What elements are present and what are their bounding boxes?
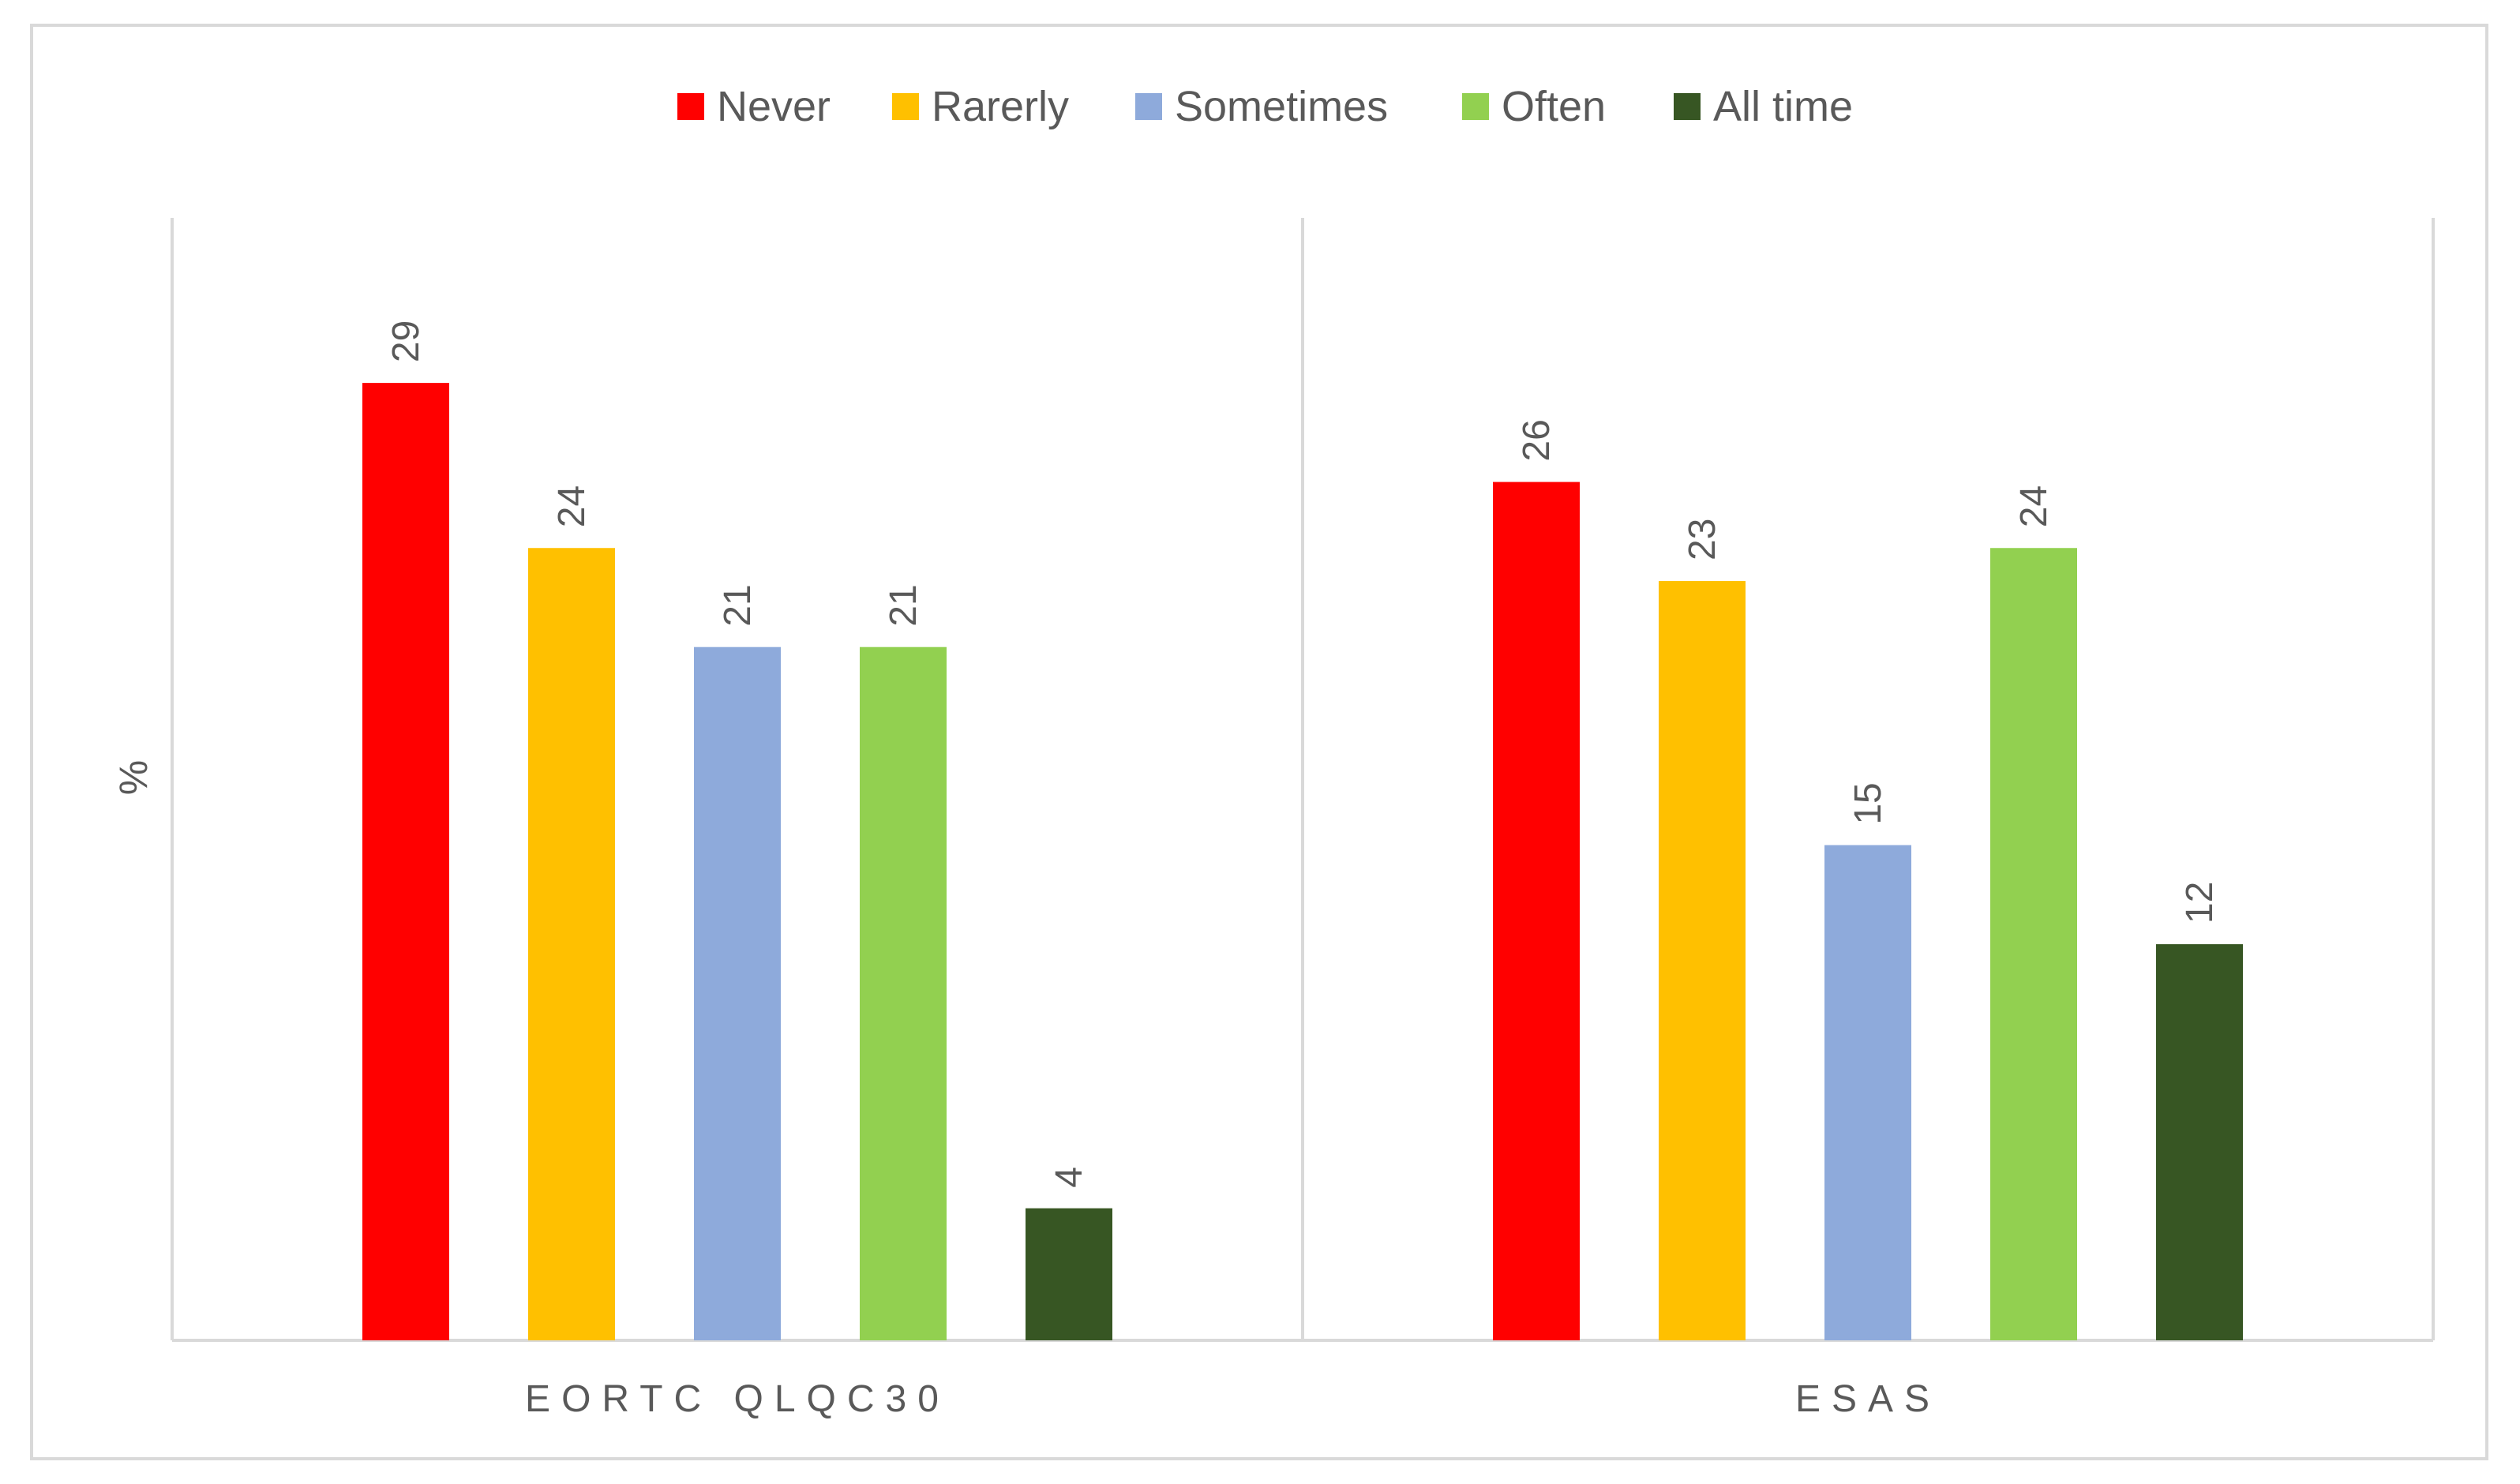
bar-often-esas	[1990, 548, 2077, 1340]
data-label: 24	[551, 485, 593, 527]
category-label: EORTC QLQC30	[525, 1378, 950, 1420]
data-labels: 29 24 21 21 4 26 23 15 24 12	[385, 320, 2221, 1188]
legend-label: Sometimes	[1175, 83, 1388, 130]
legend-label: Often	[1502, 83, 1606, 130]
legend-swatch	[892, 93, 919, 120]
data-label: 21	[717, 584, 759, 626]
legend-item: Never	[677, 83, 831, 130]
data-label: 21	[883, 584, 924, 626]
data-label: 29	[385, 320, 427, 362]
legend-swatch	[1462, 93, 1489, 120]
bar-rarerly-eortc-qlqc30	[528, 548, 615, 1340]
data-label: 23	[1682, 519, 1723, 560]
legend-label: All time	[1713, 83, 1853, 130]
legend-swatch	[1674, 93, 1701, 120]
bar-never-esas	[1493, 482, 1580, 1340]
bar-all-time-esas	[2156, 944, 2243, 1340]
bars	[362, 383, 2243, 1340]
legend: Never Rarerly Sometimes Often All time	[677, 83, 1853, 130]
data-label: 4	[1048, 1167, 1090, 1188]
legend-swatch	[1135, 93, 1162, 120]
legend-item: Sometimes	[1135, 83, 1388, 130]
legend-item: Often	[1462, 83, 1606, 130]
data-label: 15	[1847, 782, 1889, 824]
data-label: 26	[1516, 419, 1558, 461]
legend-label: Rarerly	[932, 83, 1069, 130]
bar-rarerly-esas	[1659, 581, 1746, 1340]
category-label: ESAS	[1795, 1378, 1941, 1420]
bar-all-time-eortc-qlqc30	[1026, 1208, 1112, 1340]
data-label: 12	[2179, 882, 2221, 924]
data-label: 24	[2013, 485, 2055, 527]
bar-sometimes-eortc-qlqc30	[694, 646, 781, 1340]
legend-item: All time	[1674, 83, 1853, 130]
bar-often-eortc-qlqc30	[860, 646, 947, 1340]
legend-label: Never	[717, 83, 831, 130]
bar-never-eortc-qlqc30	[362, 383, 449, 1340]
bar-sometimes-esas	[1824, 845, 1911, 1340]
legend-swatch	[677, 93, 704, 120]
axes	[171, 218, 2435, 1342]
y-axis-label: %	[111, 760, 156, 795]
category-labels: EORTC QLQC30 ESAS	[525, 1378, 1941, 1420]
legend-item: Rarerly	[892, 83, 1069, 130]
